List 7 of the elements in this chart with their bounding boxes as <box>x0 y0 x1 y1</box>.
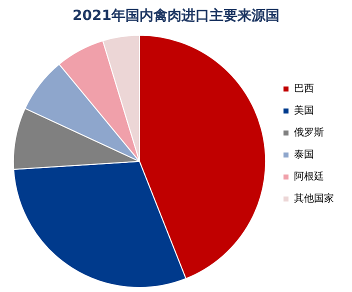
legend-label: 美国 <box>294 104 314 117</box>
legend-label: 泰国 <box>294 150 314 161</box>
legend-label: 俄罗斯 <box>294 126 324 139</box>
legend-label: 巴西 <box>294 84 314 95</box>
legend-label: 阿根廷 <box>294 170 324 183</box>
legend-label: 其他国家 <box>294 192 334 205</box>
chart-title: 2021年国内禽肉进口主要来源国 <box>72 7 280 24</box>
